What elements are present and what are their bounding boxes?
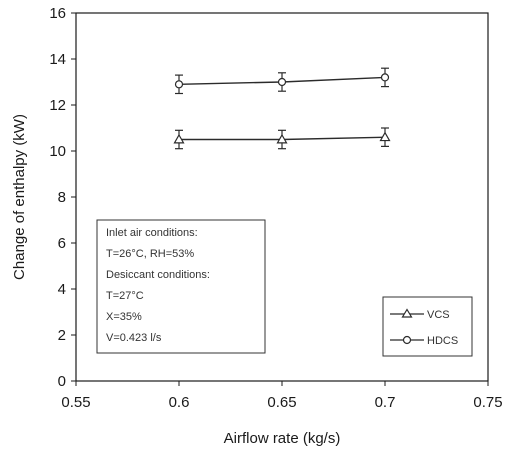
- x-tick-label-1: 0.6: [169, 394, 190, 411]
- y-tick-label-8: 16: [49, 5, 66, 22]
- series-layer: [173, 67, 391, 150]
- axes: 0.55 0.6 0.65 0.7 0.75 0 2 4 6 8 10 12 14 16: [49, 5, 502, 411]
- hdcs-point-2: [380, 73, 390, 82]
- y-tick-label-5: 10: [49, 143, 66, 160]
- conditions-box: Inlet air conditions: T=26°C, RH=53% Des…: [96, 219, 266, 354]
- legend-vcs-marker-icon: [401, 308, 413, 318]
- y-tick-label-1: 2: [58, 327, 66, 344]
- x-tick-label-3: 0.7: [375, 394, 396, 411]
- conditions-line-2: T=26°C, RH=53%: [106, 248, 194, 260]
- vcs-point-1: [276, 133, 288, 144]
- y-tick-label-4: 8: [58, 189, 66, 206]
- legend-hdcs-label: HDCS: [427, 335, 458, 347]
- y-tick-label-2: 4: [58, 281, 66, 298]
- x-tick-label-0: 0.55: [61, 394, 90, 411]
- legend: VCS HDCS: [382, 296, 473, 357]
- conditions-line-6: V=0.423 l/s: [106, 332, 162, 344]
- vcs-point-0: [173, 133, 185, 144]
- x-axis-title: Airflow rate (kg/s): [224, 430, 341, 447]
- vcs-point-2: [379, 131, 391, 142]
- legend-frame: [382, 296, 473, 357]
- legend-vcs-label: VCS: [427, 309, 450, 321]
- y-tick-label-7: 14: [49, 51, 66, 68]
- x-tick-label-4: 0.75: [473, 394, 502, 411]
- conditions-line-4: T=27°C: [106, 290, 144, 302]
- y-axis-title: Change of enthalpy (kW): [11, 114, 28, 280]
- conditions-line-3: Desiccant conditions:: [106, 269, 210, 281]
- hdcs-point-1: [277, 77, 287, 87]
- conditions-line-1: Inlet air conditions:: [106, 227, 198, 239]
- y-tick-label-0: 0: [58, 373, 66, 390]
- conditions-box-frame: [96, 219, 266, 354]
- legend-hdcs-marker-icon: [402, 335, 412, 345]
- conditions-line-5: X=35%: [106, 311, 142, 323]
- y-tick-label-3: 6: [58, 235, 66, 252]
- y-tick-label-6: 12: [49, 97, 66, 114]
- x-tick-label-2: 0.65: [267, 394, 296, 411]
- hdcs-point-0: [174, 80, 184, 89]
